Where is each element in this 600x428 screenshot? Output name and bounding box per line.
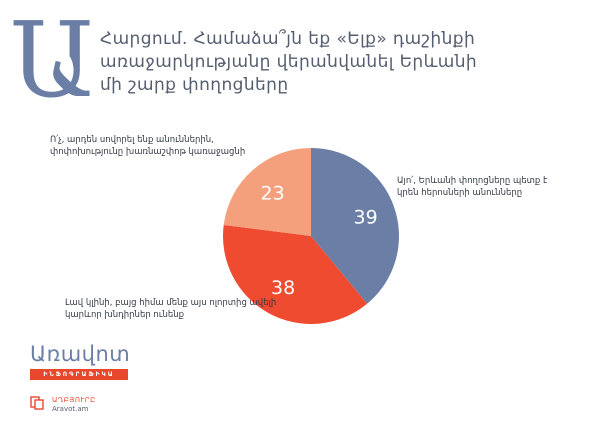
header-initial-letter: Ա [10, 0, 95, 121]
source-label: ԱՂԲՅՈՒՐԸ [52, 396, 96, 404]
pie-value-label: 23 [261, 183, 285, 205]
pie-value-label: 39 [354, 206, 378, 228]
poll-question: Հարցում. Համաձա՞յն եք «Ելք» դաշինքի առաջ… [100, 29, 478, 95]
pie-slice-yes [311, 148, 400, 304]
pie-value-label: 38 [271, 277, 295, 299]
pie-slice-later [222, 224, 368, 325]
infographic-band: ԻՆՖՈԳՐԱՖԻԿԱ [30, 369, 128, 380]
slice-label-no: Ո՛չ, արդեն սովորել ենք անուններին, փոփոխ… [50, 135, 246, 157]
source-site: Aravot.am [52, 405, 89, 413]
aravot-logo: Առավոտ [30, 342, 131, 366]
pie-slice-no [223, 148, 311, 236]
slice-label-yes: Այո՛, Երևանի փողոցները պետք է կրեն հերոս… [397, 176, 548, 198]
source-icon [30, 396, 44, 410]
slice-label-later: Լավ կլինի, բայց հիմա մենք այս ոլորտից ավ… [65, 298, 277, 320]
